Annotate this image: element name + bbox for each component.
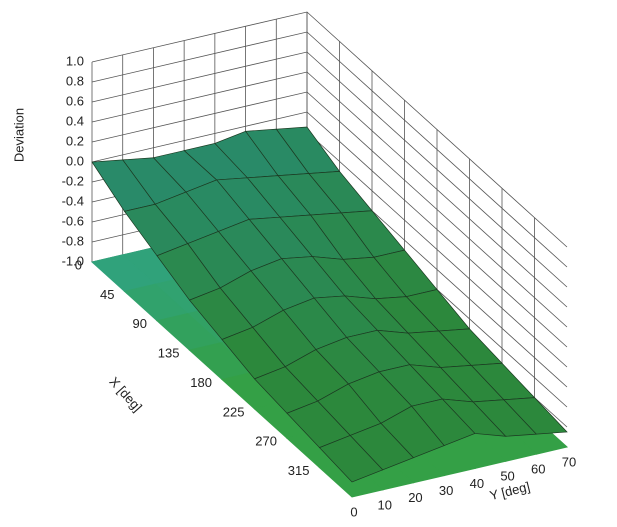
y-tick-label: 30 (439, 483, 453, 498)
y-tick-label: 70 (562, 454, 576, 469)
y-tick-label: 60 (531, 462, 545, 477)
z-tick-label: -0.2 (62, 173, 84, 188)
z-tick-label: 0.0 (66, 153, 84, 168)
x-tick-label: 270 (255, 434, 277, 449)
x-tick-label: 315 (288, 463, 310, 478)
x-tick-label: 0 (75, 257, 82, 272)
z-tick-label: 1.0 (66, 53, 84, 68)
z-tick-label: 0.2 (66, 133, 84, 148)
x-axis-label: X [deg] (106, 374, 145, 415)
y-tick-label: 0 (350, 504, 357, 519)
z-tick-label: 0.6 (66, 93, 84, 108)
z-axis-label: Deviation (11, 108, 26, 162)
surface-patch (318, 435, 384, 483)
y-tick-label: 50 (500, 469, 514, 484)
z-tick-label: -0.8 (62, 233, 84, 248)
z-tick-label: 0.4 (66, 113, 84, 128)
x-tick-label: 45 (100, 287, 114, 302)
y-tick-label: 20 (408, 490, 422, 505)
x-tick-label: 180 (190, 375, 212, 390)
z-tick-label: -1.0 (62, 253, 84, 268)
z-tick-label: -0.4 (62, 193, 84, 208)
x-tick-label: 90 (133, 316, 147, 331)
z-tick-label: -0.6 (62, 213, 84, 228)
x-tick-label: 225 (223, 404, 245, 419)
y-tick-label: 40 (470, 476, 484, 491)
x-tick-label: 135 (158, 346, 180, 361)
z-tick-label: 0.8 (66, 73, 84, 88)
y-tick-label: 10 (377, 497, 391, 512)
